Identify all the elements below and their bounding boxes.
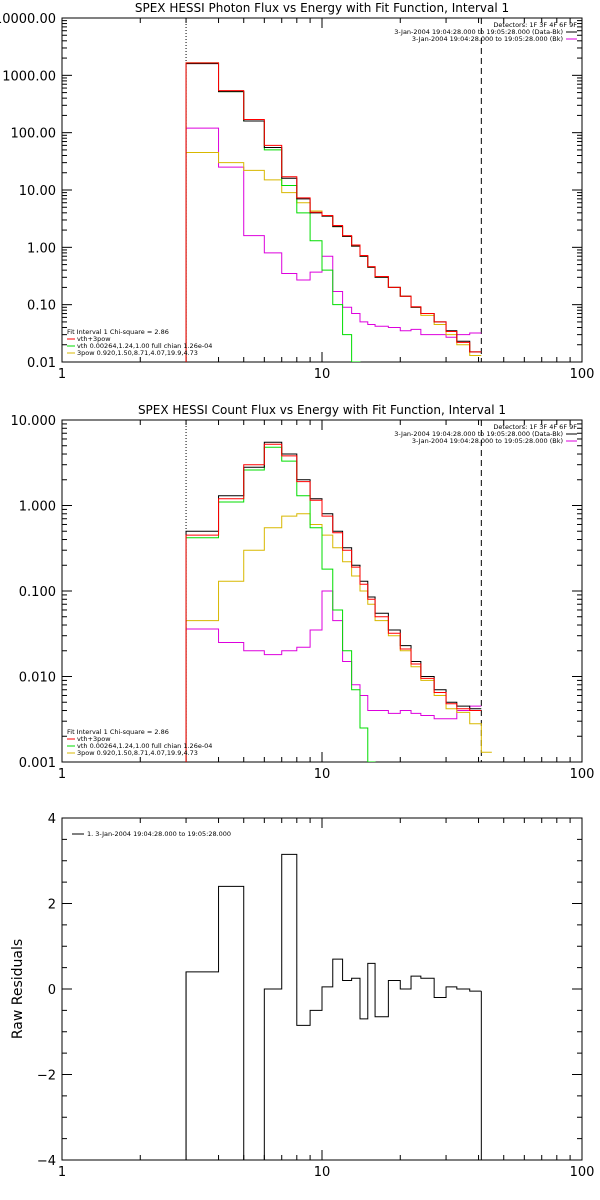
legend-label: 3pow 0.920,1.50,8.71,4.07,19.9,4.73	[77, 749, 198, 757]
x-tick-label: 100	[570, 767, 595, 782]
y-tick-label: 0.001	[19, 756, 56, 771]
series-line-green	[185, 446, 376, 762]
series-line-black	[185, 63, 482, 362]
chart-panel-2: SPEX HESSI Count Flux vs Energy with Fit…	[11, 403, 595, 782]
series-line-red	[185, 443, 482, 762]
x-tick-label: 1	[58, 1165, 66, 1180]
plot-area	[185, 441, 492, 762]
y-tick-label: 0	[48, 983, 56, 998]
y-tick-label: 0.10	[27, 299, 56, 314]
header-text: Detectors: 1F 3F 4F 6F 9F	[493, 423, 577, 431]
x-tick-label: 100	[570, 367, 595, 382]
y-tick-label: −2	[37, 1069, 56, 1084]
y-tick-label: 100.00	[11, 127, 57, 142]
series-line-yellow	[185, 152, 482, 362]
y-tick-label: 10000.00	[0, 12, 56, 27]
series-line-red	[185, 62, 482, 362]
series-line-green	[185, 62, 361, 362]
header-text: 3-Jan-2004 19:04:28.000 to 19:05:28.000 …	[412, 35, 563, 43]
x-tick-label: 10	[314, 767, 331, 782]
x-tick-label: 1	[58, 767, 66, 782]
y-tick-label: 1.00	[27, 241, 56, 256]
y-tick-label: 1.000	[19, 500, 56, 515]
x-tick-label: 100	[570, 1165, 595, 1180]
chart-panel-1: SPEX HESSI Photon Flux vs Energy with Fi…	[0, 1, 595, 382]
legend-label: 1. 3-Jan-2004 19:04:28.000 to 19:05:28.0…	[87, 830, 231, 838]
legend-label: vth+3pow	[77, 735, 111, 743]
header-text: 3-Jan-2004 19:04:28.000 to 19:05:28.000 …	[394, 28, 563, 36]
series-line-black	[185, 853, 482, 1160]
y-tick-label: 0.010	[19, 671, 56, 686]
plot-area	[185, 853, 482, 1160]
y-tick-label: 10.00	[19, 184, 56, 199]
x-tick-label: 10	[314, 1165, 331, 1180]
series-line-magenta	[185, 127, 482, 362]
chart-panel-3: 1 10 100 −4 −2 0 2 4 Raw Residuals 1. 3-Jan-2004 …	[10, 812, 595, 1180]
legend-title: Fit Interval 1 Chi-square = 2.86	[67, 728, 169, 736]
chart-title: SPEX HESSI Count Flux vs Energy with Fit…	[138, 403, 506, 417]
y-tick-label: 0.100	[19, 585, 56, 600]
y-tick-label: 2	[48, 898, 56, 913]
plot-area	[185, 62, 482, 362]
x-tick-label: 10	[314, 367, 331, 382]
legend-title: Fit Interval 1 Chi-square = 2.86	[67, 328, 169, 336]
y-tick-label: 0.01	[27, 356, 56, 371]
legend-label: vth 0.00264,1.24,1.00 full chian 1.26e-0…	[77, 342, 212, 350]
y-tick-label: 4	[48, 812, 56, 827]
legend-label: vth+3pow	[77, 335, 111, 343]
plot-frame	[61, 17, 583, 363]
legend-label: 3pow 0.920,1.50,8.71,4.07,19.9,4.73	[77, 349, 198, 357]
y-tick-label: 1000.00	[2, 69, 56, 84]
x-tick-label: 1	[58, 367, 66, 382]
chart-title: SPEX HESSI Photon Flux vs Energy with Fi…	[135, 1, 509, 15]
y-tick-label: −4	[37, 1154, 56, 1169]
header-text: 3-Jan-2004 19:04:28.000 to 19:05:28.000 …	[394, 430, 563, 438]
header-text: 3-Jan-2004 19:04:28.000 to 19:05:28.000 …	[412, 437, 563, 445]
header-text: Detectors: 1F 3F 4F 6F 9F	[493, 21, 577, 29]
y-axis-label: Raw Residuals	[10, 939, 26, 1039]
y-tick-label: 10.000	[11, 414, 57, 429]
legend-label: vth 0.00264,1.24,1.00 full chian 1.26e-0…	[77, 742, 212, 750]
